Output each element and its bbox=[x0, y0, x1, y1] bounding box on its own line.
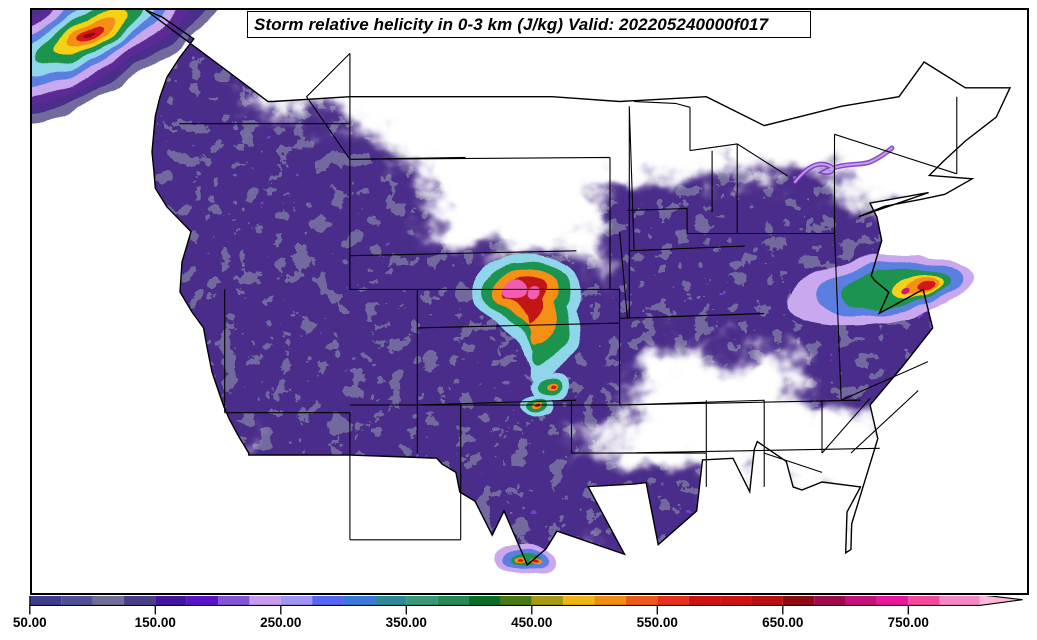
svg-text:350.00: 350.00 bbox=[386, 615, 427, 630]
svg-text:150.00: 150.00 bbox=[135, 615, 176, 630]
svg-text:50.00: 50.00 bbox=[13, 615, 47, 630]
svg-text:650.00: 650.00 bbox=[762, 615, 803, 630]
svg-text:250.00: 250.00 bbox=[260, 615, 301, 630]
svg-text:450.00: 450.00 bbox=[511, 615, 552, 630]
svg-text:750.00: 750.00 bbox=[888, 615, 929, 630]
svg-text:550.00: 550.00 bbox=[637, 615, 678, 630]
